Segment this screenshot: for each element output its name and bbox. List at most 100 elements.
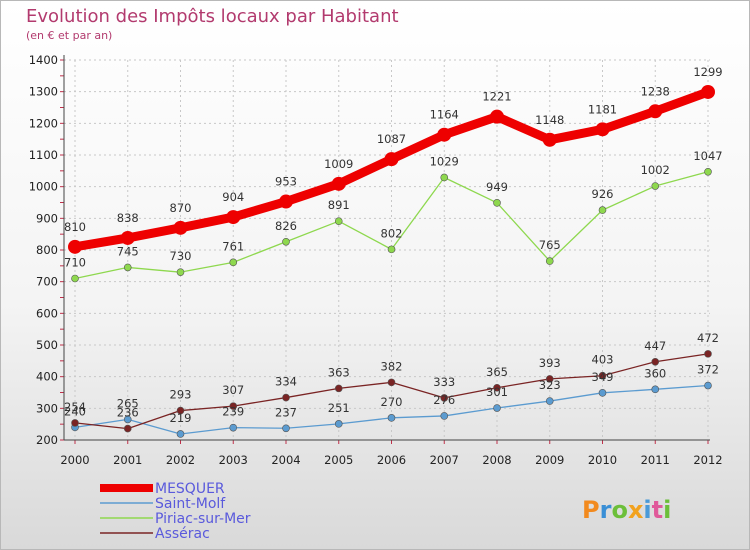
data-label: 270	[381, 395, 403, 409]
data-point	[71, 274, 79, 283]
axes: 200 300 400 500 600 700 800 900 1000 1100 1200 1300…	[29, 53, 723, 467]
data-point	[387, 414, 396, 422]
data-point	[648, 104, 663, 119]
chart-subtitle: (en € et par an)	[26, 29, 112, 42]
data-label: 1238	[641, 84, 670, 98]
data-label: 826	[275, 219, 297, 233]
data-point	[651, 357, 660, 366]
data-point	[334, 420, 343, 428]
x-tick-label: 2000	[60, 453, 89, 467]
logo-letter: i	[643, 496, 651, 524]
y-tick-label: 300	[36, 401, 58, 415]
series-Piriac-sur-Mer	[71, 167, 712, 283]
data-label: 1087	[377, 132, 406, 146]
x-tick-label: 2012	[693, 453, 722, 467]
data-label: 1148	[535, 113, 564, 127]
data-point	[282, 424, 290, 433]
data-label: 710	[64, 256, 86, 270]
data-label: 1002	[641, 163, 670, 177]
data-point	[176, 430, 185, 438]
data-label: 904	[222, 190, 244, 204]
data-label: 761	[222, 239, 244, 253]
data-point	[701, 84, 715, 99]
data-label: 838	[117, 211, 139, 225]
legend-item: Saint-Molf	[100, 496, 226, 512]
y-tick-label: 700	[36, 275, 58, 289]
data-point	[229, 423, 238, 432]
data-label: 293	[170, 388, 192, 402]
data-point	[493, 199, 501, 207]
y-tick-label: 1000	[29, 180, 58, 194]
y-tick-label: 1300	[29, 85, 58, 99]
y-tick-label: 1200	[29, 116, 58, 130]
y-tick-label: 900	[36, 211, 58, 225]
data-point	[598, 206, 607, 214]
data-point	[545, 375, 554, 383]
data-label: 447	[644, 339, 666, 353]
x-tick-label: 2005	[324, 453, 353, 467]
x-tick-label: 2006	[377, 453, 406, 467]
legend-label: Piriac-sur-Mer	[155, 511, 251, 527]
x-tick-label: 2008	[482, 453, 511, 467]
y-tick-label: 800	[36, 243, 58, 257]
data-label: 251	[328, 401, 350, 415]
data-point	[123, 415, 132, 424]
data-point	[279, 194, 293, 209]
x-tick-label: 2011	[641, 453, 670, 467]
data-label: 393	[539, 356, 561, 370]
legend-label: Assérac	[155, 526, 210, 542]
x-tick-label: 2004	[271, 453, 300, 467]
data-point	[120, 230, 135, 245]
data-point	[595, 122, 610, 137]
data-label: 891	[328, 198, 350, 212]
data-label: 802	[381, 226, 403, 240]
data-labels: 810 838 870 904 953 1009 1087 1164 1221 1148 1181 1…	[64, 65, 723, 425]
data-label: 949	[486, 180, 508, 194]
data-point	[493, 404, 501, 412]
data-point	[490, 109, 504, 124]
data-point	[704, 350, 712, 358]
series-Saint-Molf	[71, 381, 712, 438]
data-point	[176, 406, 185, 415]
data-label: 1181	[588, 102, 617, 116]
data-label: 265	[117, 396, 139, 410]
data-label: 365	[486, 365, 508, 379]
data-point	[704, 381, 712, 390]
data-point	[334, 384, 343, 393]
series-MESQUER	[68, 84, 715, 254]
y-tick-label: 1400	[29, 53, 58, 67]
data-point	[68, 239, 82, 254]
data-label: 926	[592, 187, 614, 201]
y-tick-label: 200	[36, 433, 58, 447]
data-label: 1047	[693, 149, 722, 163]
data-label: 301	[486, 385, 508, 399]
legend-item: MESQUER	[100, 481, 225, 497]
data-point	[229, 258, 238, 267]
y-tick-label: 600	[36, 306, 58, 320]
data-label: 254	[64, 400, 86, 414]
data-label: 237	[275, 405, 297, 419]
chart-title: Evolution des Impôts locaux par Habitant	[26, 6, 399, 27]
legend-item: Assérac	[100, 526, 210, 542]
data-label: 239	[222, 405, 244, 419]
logo-letter: P	[582, 496, 600, 524]
x-tick-label: 2010	[588, 453, 617, 467]
data-point	[651, 385, 660, 394]
data-label: 323	[539, 378, 561, 392]
x-tick-label: 2007	[430, 453, 459, 467]
data-label: 372	[697, 363, 719, 377]
data-label: 219	[170, 411, 192, 425]
data-point	[173, 220, 188, 235]
data-point	[176, 268, 185, 276]
data-label: 276	[433, 393, 455, 407]
data-point	[387, 378, 396, 387]
legend-label: Saint-Molf	[155, 496, 226, 512]
data-label: 1164	[430, 108, 459, 122]
logo-letter: o	[611, 496, 628, 524]
data-point	[123, 424, 132, 433]
data-label: 334	[275, 375, 297, 389]
data-point	[598, 389, 607, 397]
legend-label: MESQUER	[155, 481, 225, 497]
